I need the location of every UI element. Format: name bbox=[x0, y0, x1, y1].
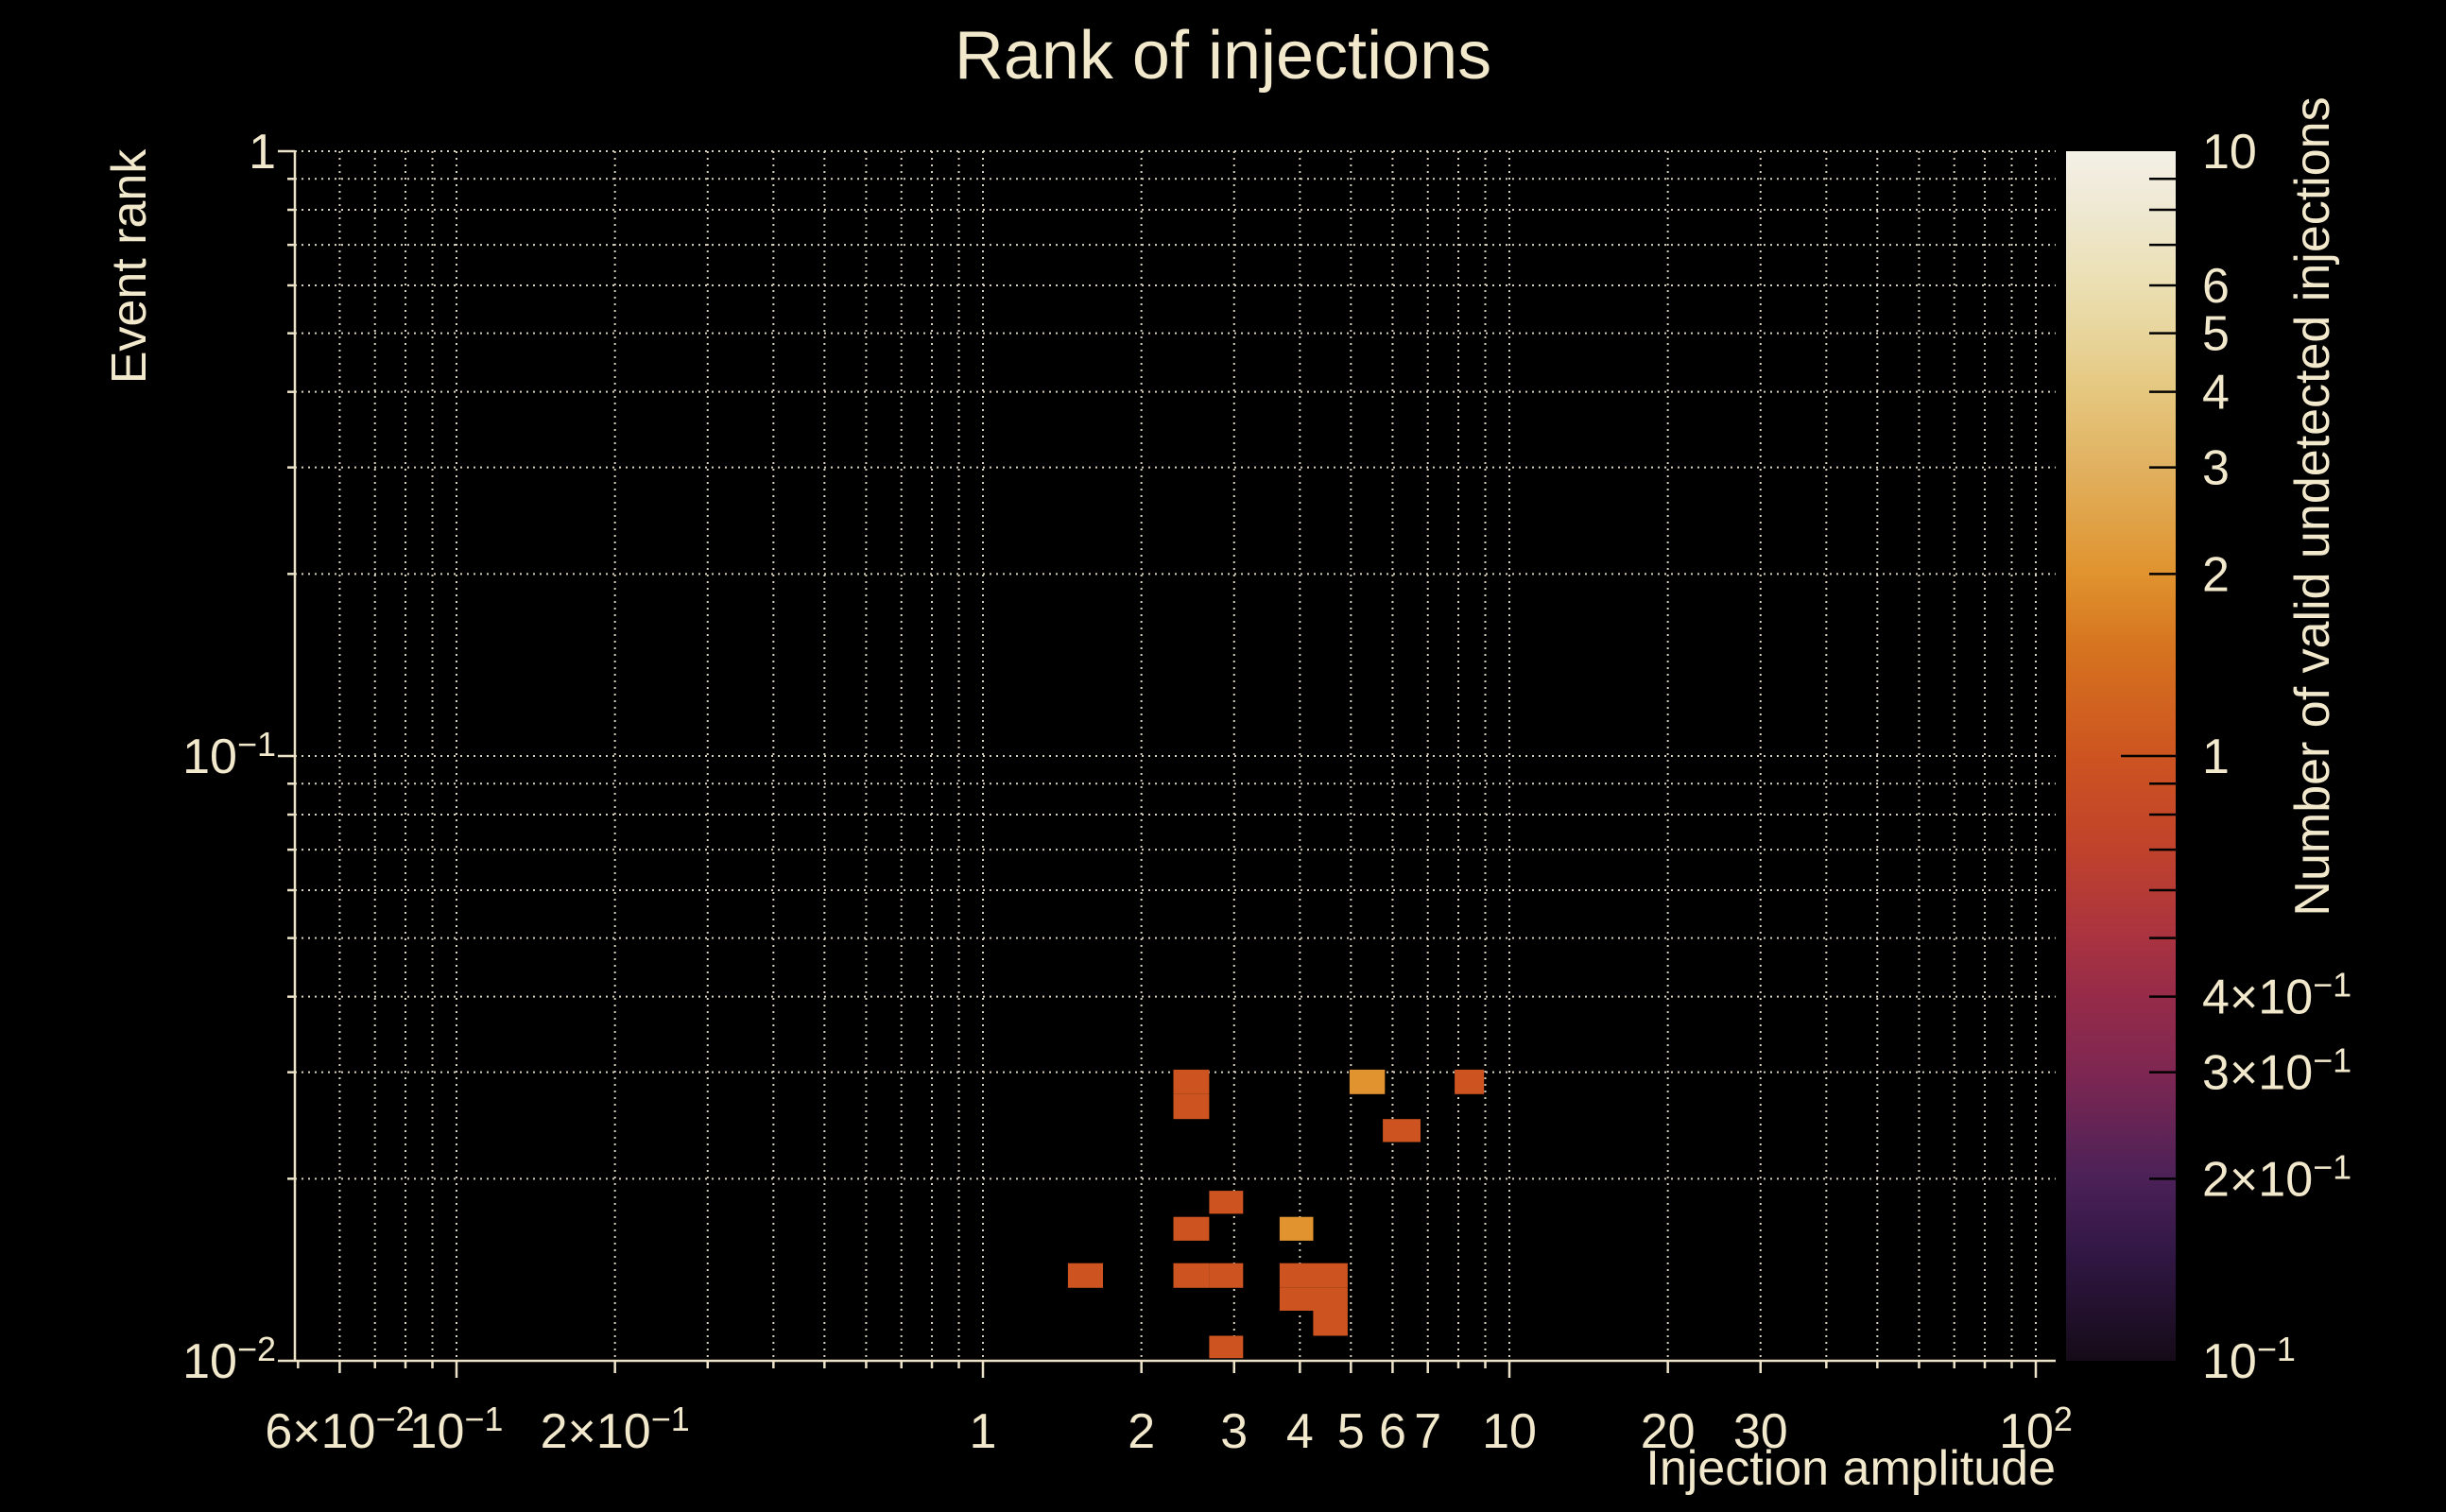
heatmap-cell bbox=[1313, 1311, 1348, 1336]
heatmap-cell bbox=[1455, 1069, 1485, 1094]
x-tick-label: 30 bbox=[1733, 1404, 1788, 1459]
y-tick-label: 10−1 bbox=[182, 725, 276, 784]
colorbar-tick-label: 2×10−1 bbox=[2202, 1147, 2351, 1207]
colorbar-label: Number of valid undetected injections bbox=[2285, 96, 2340, 917]
heatmap-cell bbox=[1173, 1263, 1210, 1288]
y-tick-label: 1 bbox=[249, 125, 276, 180]
x-tick-label: 10 bbox=[1482, 1404, 1537, 1459]
heatmap-cell bbox=[1313, 1263, 1348, 1288]
chart-title: Rank of injections bbox=[954, 18, 1492, 94]
heatmap-cell bbox=[1209, 1335, 1244, 1359]
x-tick-label: 2×10−1 bbox=[541, 1400, 690, 1459]
heatmap-cell bbox=[1209, 1263, 1244, 1288]
heatmap-cell bbox=[1173, 1093, 1210, 1120]
heatmap-cell bbox=[1279, 1287, 1314, 1311]
heatmap-cell bbox=[1173, 1069, 1210, 1094]
colorbar-tick-label: 5 bbox=[2202, 307, 2230, 362]
heatmap-cell bbox=[1313, 1287, 1348, 1311]
y-tick-label: 10−2 bbox=[182, 1330, 276, 1389]
x-tick-label: 7 bbox=[1414, 1404, 1441, 1459]
x-tick-label: 4 bbox=[1286, 1404, 1314, 1459]
heatmap-cell bbox=[1209, 1191, 1244, 1214]
x-tick-label: 6 bbox=[1379, 1404, 1406, 1459]
colorbar-tick-label: 10 bbox=[2202, 125, 2257, 180]
colorbar-tick-label: 1 bbox=[2202, 730, 2230, 784]
heatmap-cell bbox=[1067, 1263, 1103, 1288]
colorbar-tick-label: 4×10−1 bbox=[2202, 966, 2351, 1025]
x-tick-label: 6×10−2 bbox=[265, 1400, 414, 1459]
x-tick-label: 3 bbox=[1220, 1404, 1248, 1459]
x-tick-label: 5 bbox=[1337, 1404, 1365, 1459]
x-tick-label: 20 bbox=[1641, 1404, 1696, 1459]
x-tick-label: 10−1 bbox=[410, 1400, 504, 1459]
x-tick-label: 2 bbox=[1128, 1404, 1155, 1459]
heatmap-cell bbox=[1173, 1216, 1210, 1241]
x-axis-label: Injection amplitude bbox=[1645, 1441, 2056, 1496]
heatmap-cell bbox=[1383, 1119, 1421, 1143]
colorbar-tick-label: 6 bbox=[2202, 259, 2230, 314]
y-axis-label: Event rank bbox=[102, 148, 157, 385]
colorbar-tick-label: 2 bbox=[2202, 547, 2230, 602]
colorbar-tick-label: 3 bbox=[2202, 441, 2230, 496]
heatmap-cell bbox=[1279, 1216, 1314, 1241]
colorbar-tick-label: 10−1 bbox=[2202, 1330, 2296, 1389]
heatmap-cell bbox=[1349, 1069, 1386, 1094]
heatmap-cell bbox=[1279, 1263, 1314, 1288]
colorbar-tick-label: 3×10−1 bbox=[2202, 1041, 2351, 1101]
colorbar-tick-label: 4 bbox=[2202, 366, 2230, 421]
x-tick-label: 1 bbox=[970, 1404, 997, 1459]
